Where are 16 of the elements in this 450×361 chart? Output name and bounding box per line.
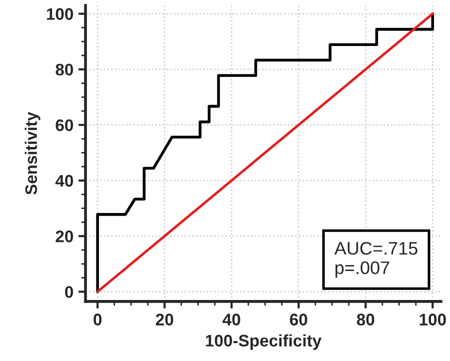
- y-tick-label: 40: [55, 174, 74, 187]
- x-tick-label: 80: [356, 314, 374, 326]
- y-tick-label: 100: [46, 8, 74, 20]
- y-tick-label: 0: [65, 286, 74, 298]
- x-axis-title: 100-Specificity: [206, 334, 322, 350]
- y-tick-label: 60: [56, 119, 74, 132]
- y-tick-label: 80: [56, 64, 74, 76]
- annotation: AUC=.715: [334, 242, 418, 255]
- y-tick-label: 20: [56, 230, 74, 242]
- x-tick-label: 100: [420, 314, 446, 326]
- x-tick-label: 40: [222, 314, 240, 326]
- x-tick-label: 0: [94, 314, 102, 326]
- x-tick-label: 20: [156, 314, 174, 326]
- y-axis-title: Sensitivity: [24, 112, 40, 195]
- annotation: p=.007: [336, 261, 390, 278]
- x-tick-label: 60: [290, 314, 308, 326]
